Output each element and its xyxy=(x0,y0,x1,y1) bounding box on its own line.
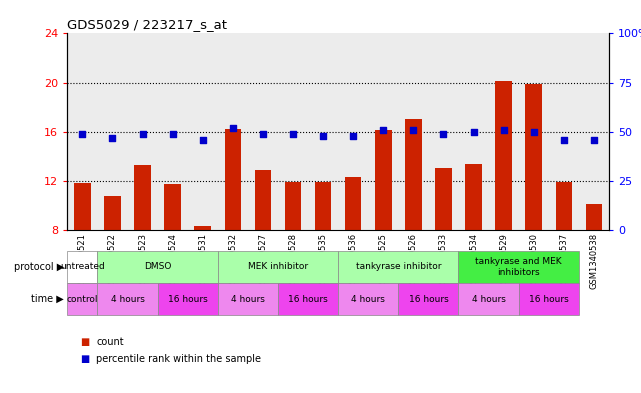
Bar xyxy=(97,33,128,230)
Bar xyxy=(254,170,271,230)
Bar xyxy=(398,33,428,230)
Text: 16 hours: 16 hours xyxy=(408,295,448,303)
Bar xyxy=(194,226,211,230)
Text: percentile rank within the sample: percentile rank within the sample xyxy=(96,354,261,364)
Bar xyxy=(164,184,181,230)
Bar xyxy=(134,165,151,230)
Bar xyxy=(345,177,362,230)
Point xyxy=(258,130,268,137)
Bar xyxy=(218,33,248,230)
Text: count: count xyxy=(96,337,124,347)
Bar xyxy=(315,182,331,230)
Text: DMSO: DMSO xyxy=(144,263,171,271)
Bar xyxy=(405,119,422,230)
Bar xyxy=(158,33,188,230)
Text: 4 hours: 4 hours xyxy=(110,295,144,303)
Bar xyxy=(586,204,602,230)
Point xyxy=(288,130,298,137)
Text: protocol ▶: protocol ▶ xyxy=(14,262,64,272)
Bar xyxy=(278,33,308,230)
Point xyxy=(318,132,328,139)
Point xyxy=(167,130,178,137)
Bar xyxy=(495,81,512,230)
Text: 4 hours: 4 hours xyxy=(472,295,506,303)
Text: 4 hours: 4 hours xyxy=(231,295,265,303)
Bar xyxy=(285,182,301,230)
Bar xyxy=(488,33,519,230)
Text: tankyrase and MEK
inhibitors: tankyrase and MEK inhibitors xyxy=(476,257,562,277)
Bar xyxy=(556,182,572,230)
Text: untreated: untreated xyxy=(60,263,104,271)
Bar xyxy=(368,33,398,230)
Bar xyxy=(224,129,241,230)
Bar xyxy=(549,33,579,230)
Bar xyxy=(104,195,121,230)
Text: MEK inhibitor: MEK inhibitor xyxy=(248,263,308,271)
Bar xyxy=(458,33,488,230)
Bar xyxy=(579,33,609,230)
Point xyxy=(559,136,569,143)
Bar xyxy=(435,169,452,230)
Point xyxy=(77,130,87,137)
Bar xyxy=(248,33,278,230)
Text: 4 hours: 4 hours xyxy=(351,295,385,303)
Text: ■: ■ xyxy=(80,354,89,364)
Bar xyxy=(338,33,368,230)
Bar xyxy=(67,33,97,230)
Text: 16 hours: 16 hours xyxy=(529,295,569,303)
Bar xyxy=(428,33,458,230)
Point xyxy=(589,136,599,143)
Bar xyxy=(465,163,482,230)
Bar xyxy=(375,130,392,230)
Bar xyxy=(74,183,90,230)
Text: time ▶: time ▶ xyxy=(31,294,64,304)
Bar xyxy=(519,33,549,230)
Text: 16 hours: 16 hours xyxy=(288,295,328,303)
Point xyxy=(137,130,147,137)
Point xyxy=(378,127,388,133)
Point xyxy=(529,129,539,135)
Point xyxy=(438,130,449,137)
Bar xyxy=(526,84,542,230)
Text: 16 hours: 16 hours xyxy=(168,295,208,303)
Text: control: control xyxy=(67,295,98,303)
Point xyxy=(408,127,419,133)
Point xyxy=(499,127,509,133)
Bar xyxy=(188,33,218,230)
Point xyxy=(348,132,358,139)
Bar xyxy=(128,33,158,230)
Bar xyxy=(308,33,338,230)
Point xyxy=(228,125,238,131)
Point xyxy=(469,129,479,135)
Point xyxy=(107,134,117,141)
Text: tankyrase inhibitor: tankyrase inhibitor xyxy=(356,263,441,271)
Text: ■: ■ xyxy=(80,337,89,347)
Text: GDS5029 / 223217_s_at: GDS5029 / 223217_s_at xyxy=(67,18,228,31)
Point xyxy=(197,136,208,143)
